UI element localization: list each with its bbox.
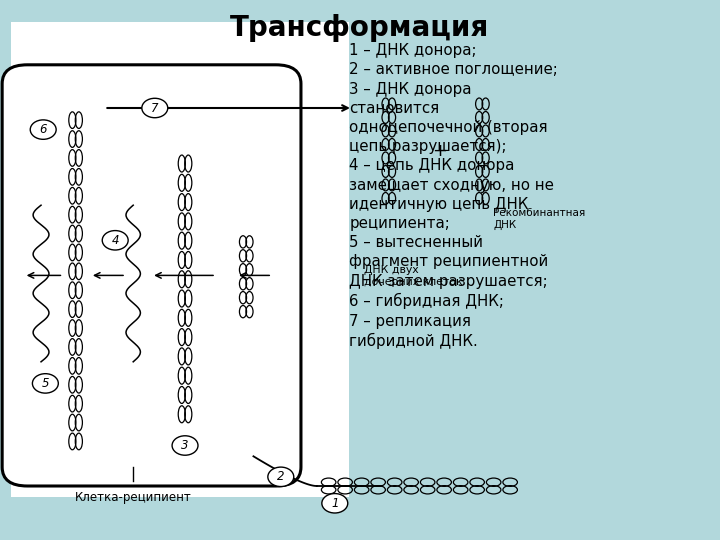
Text: +: + — [432, 142, 446, 160]
Circle shape — [172, 436, 198, 455]
Circle shape — [30, 120, 56, 139]
Text: 5: 5 — [42, 377, 49, 390]
Text: 1 – ДНК донора;
2 – активное поглощение;
3 – ДНК донора
становится
одноцепочечно: 1 – ДНК донора; 2 – активное поглощение;… — [349, 43, 558, 349]
Circle shape — [32, 374, 58, 393]
Text: Клетка-реципиент: Клетка-реципиент — [75, 491, 192, 504]
Text: 4: 4 — [112, 234, 119, 247]
Circle shape — [142, 98, 168, 118]
Text: 1: 1 — [331, 497, 338, 510]
Text: 3: 3 — [181, 439, 189, 452]
Text: Трансформация: Трансформация — [230, 14, 490, 42]
Text: ДНК двух
дочерних клеток: ДНК двух дочерних клеток — [364, 265, 462, 287]
Text: 7: 7 — [151, 102, 158, 114]
Text: 2: 2 — [277, 470, 284, 483]
Circle shape — [102, 231, 128, 250]
FancyBboxPatch shape — [11, 22, 349, 497]
FancyBboxPatch shape — [2, 65, 301, 486]
Circle shape — [268, 467, 294, 487]
Text: Рекомбинантная
ДНК: Рекомбинантная ДНК — [493, 208, 585, 231]
Text: 6: 6 — [40, 123, 47, 136]
Circle shape — [322, 494, 348, 513]
